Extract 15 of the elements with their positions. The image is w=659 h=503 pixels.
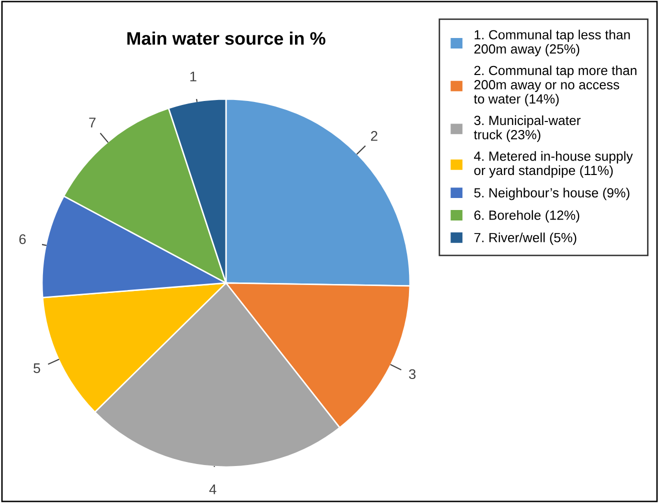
- legend-label: 2. Communal tap more than 200m away or no access to water (14%): [474, 65, 636, 106]
- text: Main water source in %: [127, 32, 326, 45]
- legend-label: 7. River/well (5%): [474, 232, 576, 245]
- text: 4: [209, 484, 216, 494]
- legend-label: 4. Metered in-house supply or yard standpipe (11%): [474, 151, 633, 178]
- text: 3: [408, 369, 416, 380]
- text: 7: [89, 118, 96, 128]
- text: 2: [371, 131, 378, 141]
- text: 1: [190, 72, 196, 82]
- legend-label: 1. Communal tap less than 200m away (25%): [474, 30, 630, 56]
- legend-label: 5. Neighbour’s house (9%): [474, 188, 630, 200]
- legend-label: 3. Municipal-water truck (23%): [474, 115, 581, 142]
- text: 6: [19, 234, 26, 244]
- text: 5: [34, 363, 40, 374]
- legend-label: 6. Borehole (12%): [474, 210, 580, 222]
